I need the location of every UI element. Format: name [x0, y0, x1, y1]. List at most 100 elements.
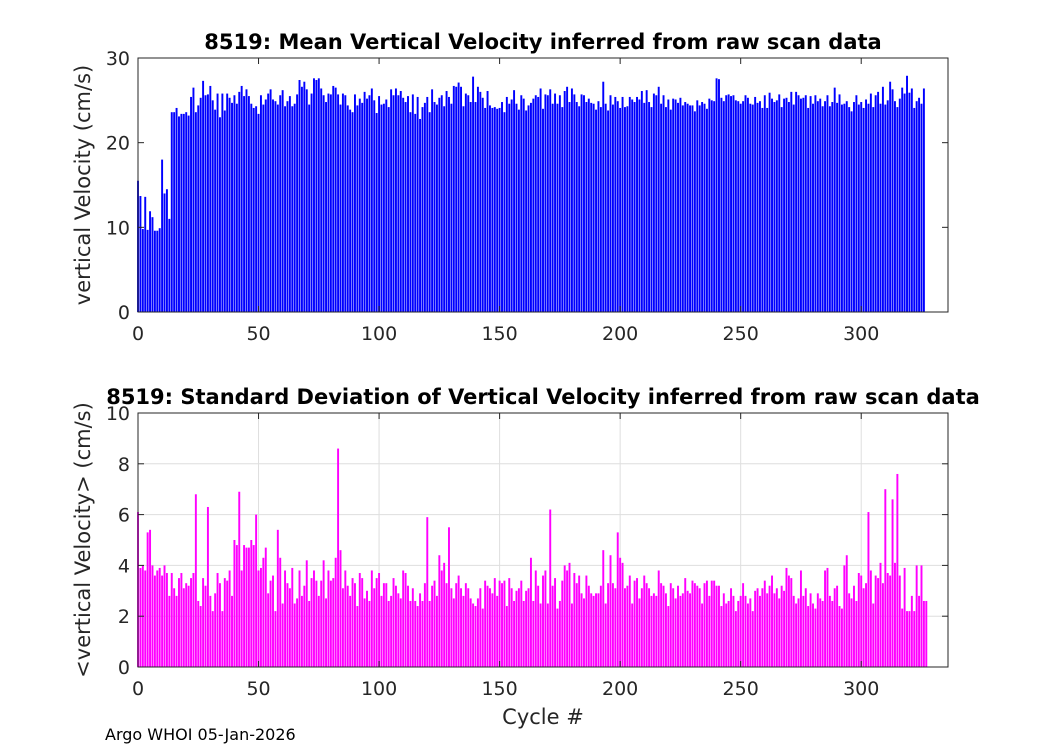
std-bar	[568, 562, 571, 667]
std-bar	[640, 588, 643, 667]
mean-bar	[657, 86, 660, 312]
std-bar	[250, 540, 253, 667]
mean-bar	[284, 106, 287, 312]
mean-bar	[313, 78, 315, 312]
std-bar	[274, 611, 277, 667]
std-bar	[363, 598, 366, 667]
mean-bar	[173, 112, 176, 312]
std-bar	[247, 547, 250, 667]
std-bar	[467, 588, 470, 667]
mean-bar	[315, 80, 318, 312]
mean-bar	[522, 98, 525, 312]
mean-bar	[780, 107, 783, 312]
std-bar	[368, 600, 371, 667]
mean-bar	[583, 95, 585, 312]
mean-bar	[515, 103, 518, 312]
mean-bar	[416, 96, 419, 312]
std-bar	[554, 578, 557, 667]
std-bar	[669, 583, 672, 667]
std-bar	[708, 595, 711, 667]
mean-bar	[240, 85, 243, 312]
std-bar	[667, 606, 670, 667]
std-bar	[385, 583, 388, 667]
mean-bar	[602, 81, 605, 313]
std-bar	[645, 583, 648, 667]
std-bar	[877, 578, 880, 667]
mean-bar	[807, 107, 810, 312]
mean-bar	[669, 109, 672, 313]
mean-bar	[144, 196, 147, 312]
std-bar	[679, 595, 682, 667]
mean-bar	[305, 89, 308, 312]
mean-bar	[476, 86, 479, 312]
std-bar	[558, 600, 561, 667]
mean-bar	[163, 193, 166, 312]
std-bar	[452, 598, 455, 667]
mean-y-axis-label: vertical Velocity (cm/s)	[71, 65, 95, 305]
std-bar	[175, 595, 178, 667]
std-bar	[235, 545, 238, 667]
std-bar	[696, 585, 699, 667]
std-bar	[920, 565, 923, 667]
std-bar	[387, 600, 390, 667]
std-x-tick-label: 250	[723, 678, 759, 700]
mean-bar	[677, 102, 679, 313]
std-bar	[206, 506, 209, 667]
mean-x-tick-label: 300	[843, 323, 879, 345]
mean-bar	[508, 103, 511, 312]
std-bar	[303, 585, 306, 667]
mean-bar	[705, 108, 708, 312]
std-bar	[182, 588, 185, 667]
std-bar	[561, 580, 564, 667]
mean-bar	[756, 102, 759, 313]
std-bar	[778, 598, 781, 667]
std-bar	[300, 595, 303, 667]
std-bar	[734, 611, 737, 667]
mean-bar	[544, 94, 547, 312]
std-bar	[807, 606, 810, 667]
mean-bar	[361, 102, 364, 313]
std-bar	[161, 575, 164, 667]
std-bar	[828, 595, 831, 667]
mean-bar	[578, 106, 581, 312]
std-bar	[286, 583, 289, 667]
mean-bar	[558, 95, 561, 312]
std-bar	[317, 595, 320, 667]
mean-bar	[848, 107, 851, 312]
mean-bar	[795, 91, 798, 313]
std-bar	[812, 603, 814, 667]
std-bar	[891, 499, 894, 667]
mean-bar	[826, 95, 829, 312]
mean-bar	[881, 86, 884, 312]
mean-bar	[575, 102, 578, 312]
std-chart-title: 8519: Standard Deviation of Vertical Vel…	[106, 385, 980, 409]
mean-y-tick-label: 20	[106, 133, 130, 155]
std-bar	[874, 575, 877, 667]
mean-bar	[778, 94, 781, 312]
std-bar	[546, 603, 549, 667]
mean-bar	[715, 78, 718, 312]
mean-bar	[819, 98, 822, 312]
std-bar	[824, 570, 827, 667]
mean-chart-title: 8519: Mean Vertical Velocity inferred fr…	[204, 30, 881, 54]
std-bar	[894, 562, 896, 667]
mean-bar	[734, 100, 737, 312]
mean-bar	[922, 88, 925, 312]
mean-bar	[804, 95, 807, 312]
mean-bar	[211, 100, 214, 312]
std-bar	[674, 598, 677, 667]
std-bar	[703, 583, 706, 667]
std-bar	[204, 585, 207, 667]
mean-bar	[551, 103, 554, 312]
std-bar	[178, 578, 180, 667]
std-bar	[209, 595, 212, 667]
mean-bar	[534, 95, 537, 312]
mean-bar	[349, 109, 352, 313]
std-bar	[542, 575, 544, 667]
std-bar	[445, 583, 448, 667]
mean-bar	[281, 90, 284, 312]
mean-bar	[252, 107, 255, 312]
mean-bar	[703, 103, 706, 312]
mean-bar	[300, 86, 303, 312]
mean-y-tick-label: 10	[106, 217, 130, 239]
